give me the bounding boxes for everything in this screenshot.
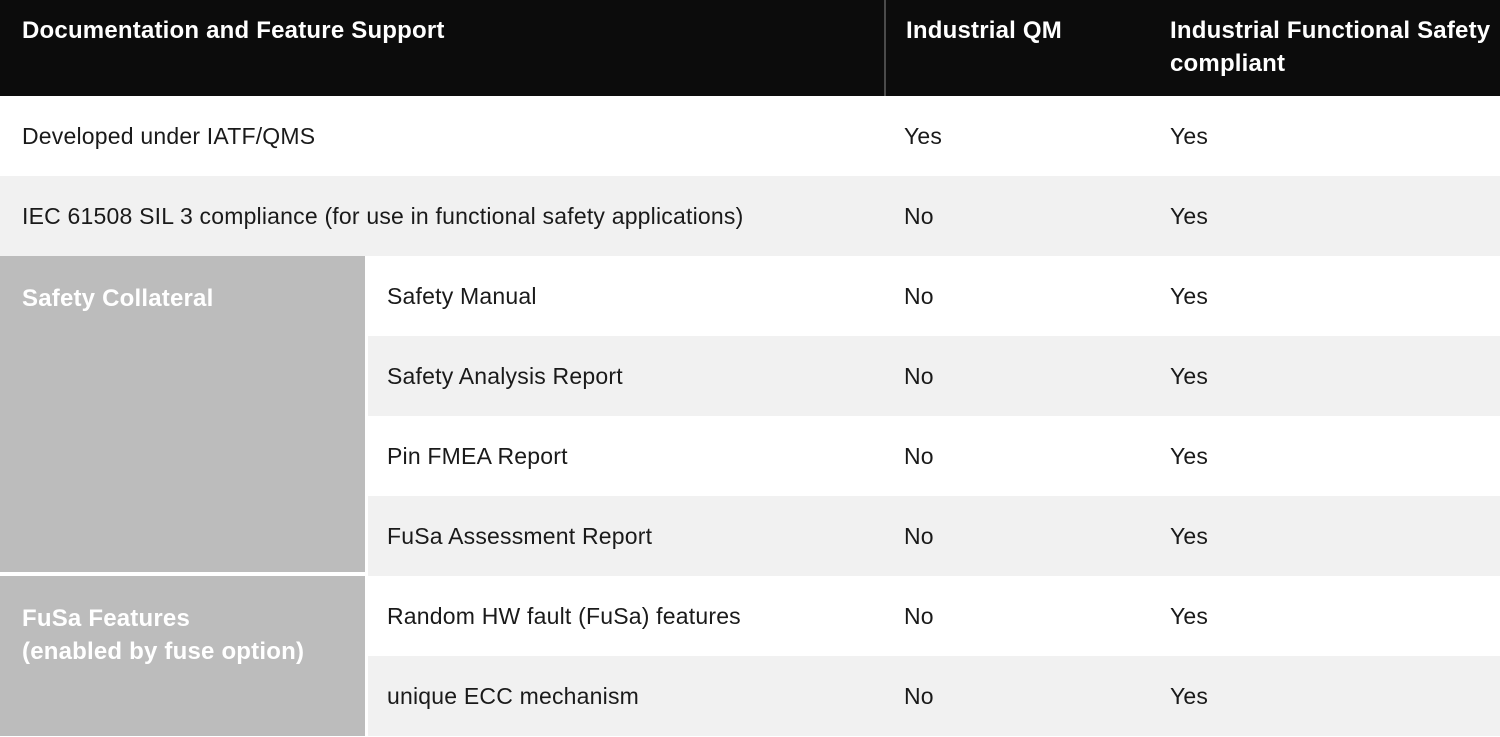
table-header-row: Documentation and Feature Support Indust… <box>0 0 1500 96</box>
row-label: Random HW fault (FuSa) features <box>387 602 741 629</box>
table-row: Random HW fault (FuSa) features No Yes <box>368 576 1500 656</box>
industrial-qm-value: No <box>904 442 934 469</box>
industrial-qm-value: Yes <box>904 122 943 149</box>
functional-safety-value: Yes <box>1170 122 1209 149</box>
row-label: IEC 61508 SIL 3 compliance (for use in f… <box>22 202 744 229</box>
table-row: IEC 61508 SIL 3 compliance (for use in f… <box>0 176 1500 256</box>
section-title-safety-collateral: Safety Collateral <box>0 256 365 576</box>
section-rows: Safety Manual No Yes Safety Analysis Rep… <box>368 256 1500 576</box>
industrial-qm-value: No <box>904 362 934 389</box>
row-label: Pin FMEA Report <box>387 442 568 469</box>
functional-safety-value: Yes <box>1170 682 1209 709</box>
industrial-qm-value: No <box>904 522 934 549</box>
section-title-text: FuSa Features <box>22 605 190 632</box>
industrial-qm-value: No <box>904 682 934 709</box>
functional-safety-value: Yes <box>1170 602 1209 629</box>
row-label: Safety Analysis Report <box>387 362 623 389</box>
functional-safety-value: Yes <box>1170 442 1209 469</box>
section-title-text: Safety Collateral <box>22 285 214 312</box>
section-title-subtext: (enabled by fuse option) <box>22 638 305 665</box>
functional-safety-value: Yes <box>1170 362 1209 389</box>
industrial-qm-value: No <box>904 282 934 309</box>
section-safety-collateral: Safety Collateral Safety Manual No Yes S… <box>0 256 1500 576</box>
row-label: Developed under IATF/QMS <box>22 122 316 149</box>
row-label: Safety Manual <box>387 282 537 309</box>
table-row: Pin FMEA Report No Yes <box>368 416 1500 496</box>
section-fusa-features: FuSa Features (enabled by fuse option) R… <box>0 576 1500 736</box>
header-industrial-qm: Industrial QM <box>884 0 1150 96</box>
section-title-fusa-features: FuSa Features (enabled by fuse option) <box>0 576 365 736</box>
table-row: unique ECC mechanism No Yes <box>368 656 1500 736</box>
functional-safety-value: Yes <box>1170 282 1209 309</box>
header-documentation-and-feature-support: Documentation and Feature Support <box>22 17 445 44</box>
row-label: unique ECC mechanism <box>387 682 640 709</box>
table-row: Safety Manual No Yes <box>368 256 1500 336</box>
top-level-rows: Developed under IATF/QMS Yes Yes IEC 615… <box>0 96 1500 256</box>
table-row: Safety Analysis Report No Yes <box>368 336 1500 416</box>
row-label: FuSa Assessment Report <box>387 522 653 549</box>
table-row: FuSa Assessment Report No Yes <box>368 496 1500 576</box>
header-industrial-functional-safety: Industrial Functional Safety compliant <box>1170 17 1491 77</box>
section-rows: Random HW fault (FuSa) features No Yes u… <box>368 576 1500 736</box>
functional-safety-value: Yes <box>1170 522 1209 549</box>
industrial-qm-value: No <box>904 202 934 229</box>
industrial-qm-value: No <box>904 602 934 629</box>
functional-safety-value: Yes <box>1170 202 1209 229</box>
table-row: Developed under IATF/QMS Yes Yes <box>0 96 1500 176</box>
